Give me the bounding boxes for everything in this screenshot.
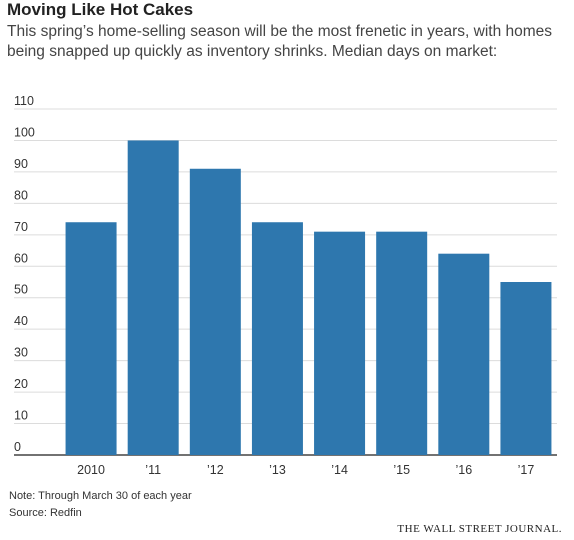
y-tick-label: 70	[14, 220, 28, 234]
x-tick-label: ’11	[145, 463, 161, 477]
y-tick-label: 50	[14, 283, 28, 297]
x-tick-label: ’14	[331, 463, 348, 477]
y-tick-label: 90	[14, 157, 28, 171]
chart-source: Source: Redfin	[9, 507, 82, 519]
bar-2	[189, 168, 241, 455]
bar-4	[314, 231, 366, 455]
y-tick-label: 80	[14, 188, 28, 202]
y-tick-label: 0	[14, 440, 21, 454]
bar-3	[251, 222, 303, 455]
y-axis-ticks: 0 10 20 30 40 50 60 70 80 90 100 110	[14, 94, 35, 454]
bar-0	[65, 222, 117, 455]
bar-5	[376, 231, 428, 455]
x-tick-label: ’17	[518, 463, 535, 477]
bar-7	[500, 282, 552, 455]
y-tick-label: 110	[14, 94, 34, 108]
y-tick-label: 100	[14, 125, 35, 139]
publisher-logo: THE WALL STREET JOURNAL.	[397, 523, 562, 535]
y-tick-label: 10	[14, 409, 28, 423]
y-tick-label: 40	[14, 314, 28, 328]
bars	[65, 140, 552, 456]
x-tick-label: 2010	[77, 463, 105, 477]
x-tick-label: ’15	[393, 463, 410, 477]
bar-1	[127, 140, 179, 456]
y-tick-label: 20	[14, 377, 28, 391]
bar-6	[438, 253, 490, 455]
y-tick-label: 30	[14, 346, 28, 360]
x-axis-ticks: 2010 ’11 ’12 ’13 ’14 ’15 ’16 ’17	[77, 463, 534, 477]
chart-title: Moving Like Hot Cakes	[7, 0, 194, 19]
chart-subtitle: This spring’s home-selling season will b…	[7, 23, 553, 60]
y-tick-label: 60	[14, 251, 28, 265]
chart-note: Note: Through March 30 of each year	[9, 490, 192, 502]
x-tick-label: ’13	[269, 463, 286, 477]
x-tick-label: ’16	[455, 463, 472, 477]
x-tick-label: ’12	[207, 463, 224, 477]
